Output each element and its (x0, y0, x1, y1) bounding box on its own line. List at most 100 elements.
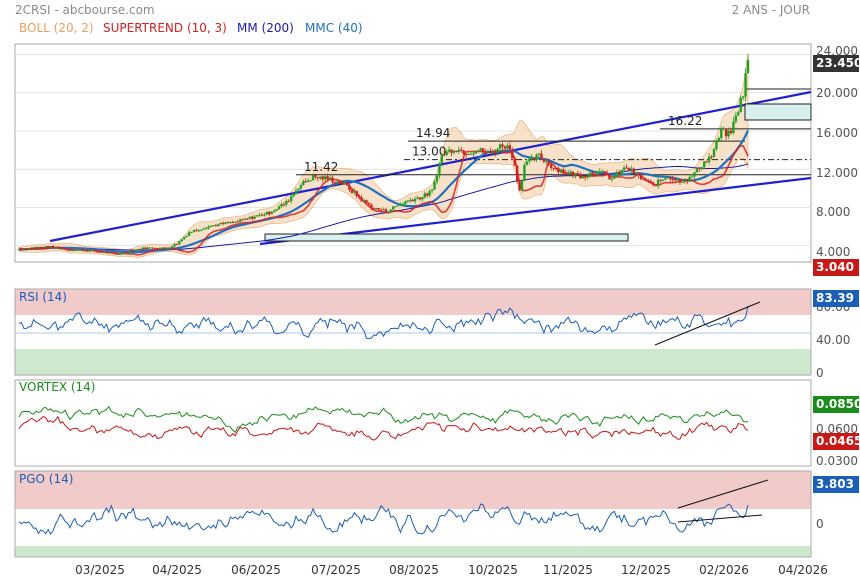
candle-body (559, 169, 563, 173)
candle-body (690, 176, 694, 178)
y-tick-24: 24.000 (816, 44, 858, 58)
candle-body (455, 150, 458, 152)
candle-body (418, 197, 422, 200)
candle-body (460, 149, 463, 151)
candle-body (80, 249, 84, 251)
candle-body (464, 153, 468, 155)
candle-body (323, 176, 327, 180)
candle-body (681, 182, 684, 184)
candle-body (430, 189, 434, 192)
pgo-tick-0: 0 (816, 517, 824, 531)
candle-body (467, 153, 470, 155)
candle-body (438, 163, 441, 176)
candle-body (134, 249, 137, 251)
candle-body (528, 158, 531, 162)
candle-body (219, 222, 222, 225)
candle-body (277, 206, 281, 210)
candle-body (545, 161, 548, 163)
candle-body (190, 231, 193, 233)
candle-body (294, 190, 298, 194)
candle-body (686, 180, 689, 182)
low-price-tag: 3.040 (813, 259, 859, 276)
y-tick-20: 20.000 (816, 86, 858, 100)
candle-body (554, 168, 558, 170)
candle-body (217, 224, 220, 227)
candle-body (207, 226, 210, 229)
upper-trendline (49, 90, 812, 243)
vortex-plus-line (18, 405, 749, 434)
x-tick-2025-03: 03/2025 (75, 563, 125, 577)
candle-body (715, 140, 718, 150)
candle-body (676, 179, 679, 181)
candle-body (450, 149, 453, 153)
resistance-zone-box (744, 103, 812, 121)
candle-body (221, 222, 225, 224)
candle-body (61, 248, 64, 250)
candle-body (78, 249, 81, 251)
candle-body (362, 200, 366, 202)
candle-body (180, 239, 184, 242)
candle-body (586, 175, 589, 178)
pgo-panel-frame (14, 470, 812, 558)
vortex-tick-0300: 0.0300 (816, 454, 858, 468)
candle-body (163, 247, 166, 249)
candle-body (66, 249, 69, 251)
candle-body (360, 197, 363, 202)
candle-body (236, 221, 239, 223)
candle-body (59, 248, 62, 250)
candle-body (304, 181, 307, 183)
candle-body (717, 137, 721, 141)
candle-body (498, 144, 502, 149)
x-tick-2025-11: 11/2025 (543, 563, 593, 577)
candle-body (132, 250, 135, 252)
candle-body (200, 229, 203, 231)
candle-body (571, 171, 575, 177)
candle-body (472, 153, 475, 155)
candle-body (149, 247, 152, 249)
candle-body (377, 208, 380, 210)
candle-body (39, 246, 43, 248)
x-tick-2025-04: 04/2025 (152, 563, 202, 577)
candle-body (392, 206, 395, 210)
candle-body (42, 247, 45, 249)
candle-body (447, 149, 451, 152)
candle-body (525, 161, 529, 165)
candle-body (285, 201, 288, 205)
vortex-label: VORTEX (14) (19, 380, 96, 394)
pgo-value-tag: 3.803 (813, 476, 859, 493)
candle-body (518, 180, 521, 191)
candle-body (76, 249, 79, 251)
candle-body (102, 251, 106, 253)
candle-body (20, 249, 23, 251)
candle-body (479, 148, 482, 151)
candle-body (136, 248, 140, 250)
candle-body (741, 96, 745, 98)
candle-body (598, 171, 601, 174)
candle-body (260, 214, 264, 216)
candle-body (649, 181, 652, 183)
candle-body (632, 168, 635, 175)
candle-body (661, 179, 665, 181)
candle-body (535, 154, 538, 160)
candle-body (659, 179, 662, 181)
candle-body (83, 250, 86, 252)
candle-body (127, 252, 130, 254)
candle-body (506, 145, 509, 149)
candle-body (540, 153, 543, 159)
candle-body (311, 174, 315, 181)
candle-body (289, 196, 293, 202)
candle-body (639, 175, 643, 180)
candle-body (231, 221, 235, 223)
candle-body (375, 208, 378, 210)
candle-body (90, 250, 94, 252)
candle-body (306, 180, 310, 183)
candle-body (537, 153, 541, 155)
candle-body (644, 179, 648, 181)
candle-body (314, 174, 317, 177)
x-tick-2026-02: 02/2026 (699, 563, 749, 577)
candle-body (583, 176, 587, 178)
rsi-panel-frame (14, 288, 812, 376)
candle-body (326, 176, 329, 180)
candle-body (610, 178, 614, 180)
